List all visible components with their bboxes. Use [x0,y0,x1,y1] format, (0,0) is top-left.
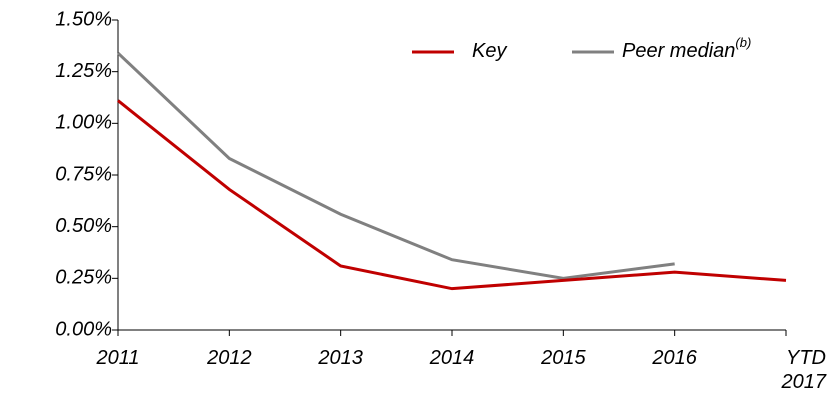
x-tick-label: 2015 [541,347,586,369]
y-tick-label: 1.00% [55,112,112,134]
y-tick-label: 0.50% [55,215,112,237]
legend-name: Peer median [622,40,735,62]
x-tick-label: 2012 [207,347,252,369]
x-tick-label: YTD 2017 [781,347,827,393]
x-tick-label: 2016 [652,347,697,369]
legend-label: Peer median(b) [622,35,751,62]
x-tick-label: 2014 [429,347,475,369]
legend-footnote: (b) [735,35,751,50]
y-tick-label: 1.50% [55,8,112,30]
y-tick-label: 1.25% [55,60,112,82]
x-tick-label: 2013 [318,347,363,369]
series-line [116,51,675,280]
y-tick-label: 0.25% [55,267,112,289]
y-tick-label: 0.75% [55,163,112,185]
x-tick-label: 2011 [96,347,140,369]
y-tick-label: 0.00% [55,318,112,340]
legend-name: Key [472,40,507,62]
series-line [117,99,787,291]
legend-label: Key [472,40,507,62]
